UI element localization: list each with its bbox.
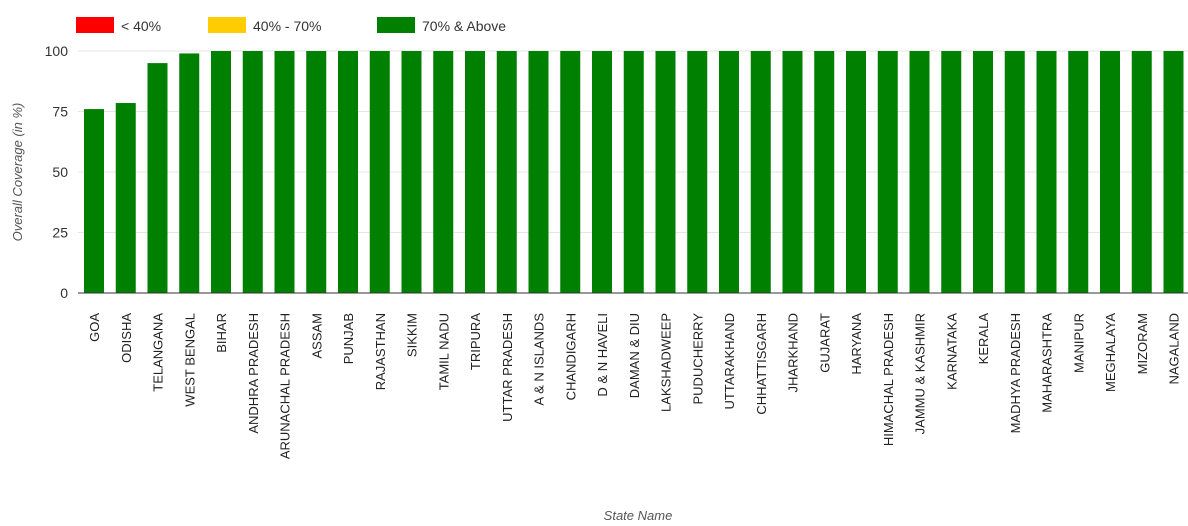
x-axis-title: State Name xyxy=(604,508,673,523)
bar[interactable] xyxy=(623,51,644,293)
x-tick-label: MADHYA PRADESH xyxy=(1008,313,1023,433)
x-tick-label: MAHARASHTRA xyxy=(1040,313,1055,413)
bar[interactable] xyxy=(973,51,993,293)
x-tick-label: MEGHALAYA xyxy=(1103,313,1118,392)
x-tick-label: KARNATAKA xyxy=(944,313,959,390)
bar[interactable] xyxy=(1163,51,1184,293)
x-tick-label: ASSAM xyxy=(309,313,324,359)
x-tick-label: BIHAR xyxy=(214,313,229,353)
bar[interactable] xyxy=(750,51,771,293)
x-tick-label: ANDHRA PRADESH xyxy=(246,313,261,434)
bar[interactable] xyxy=(941,51,962,293)
bar[interactable] xyxy=(1131,51,1152,293)
y-axis-ticks: 0 25 50 75 100 xyxy=(45,43,69,301)
x-tick-label: GOA xyxy=(87,313,102,342)
y-tick-label: 0 xyxy=(60,285,68,301)
x-tick-label: UTTAR PRADESH xyxy=(500,313,515,422)
bar[interactable] xyxy=(1036,51,1057,293)
bar[interactable] xyxy=(719,51,739,293)
bar[interactable] xyxy=(84,109,104,293)
x-tick-label: HIMACHAL PRADESH xyxy=(881,313,896,446)
x-tick-label: MIZORAM xyxy=(1135,313,1150,374)
legend-label[interactable]: < 40% xyxy=(121,18,161,34)
bar[interactable] xyxy=(814,51,835,293)
bar[interactable] xyxy=(782,51,803,293)
bar[interactable] xyxy=(1004,51,1025,293)
y-tick-label: 25 xyxy=(52,225,68,241)
bar[interactable] xyxy=(560,51,581,293)
x-tick-label: TRIPURA xyxy=(468,313,483,370)
legend-label[interactable]: 70% & Above xyxy=(422,18,506,34)
x-tick-label: UTTARAKHAND xyxy=(722,313,737,410)
legend: < 40% 40% - 70% 70% & Above xyxy=(76,17,506,34)
y-axis-title: Overall Coverage (in %) xyxy=(10,103,25,242)
bar[interactable] xyxy=(433,51,454,293)
bar[interactable] xyxy=(687,51,708,293)
x-tick-label: LAKSHADWEEP xyxy=(659,313,674,412)
bar[interactable] xyxy=(274,51,295,293)
bar[interactable] xyxy=(465,51,485,293)
x-tick-label: ODISHA xyxy=(119,313,134,363)
x-tick-label: RAJASTHAN xyxy=(373,313,388,390)
x-tick-label: TELANGANA xyxy=(151,313,166,392)
x-tick-label: HARYANA xyxy=(849,313,864,375)
x-tick-label: MANIPUR xyxy=(1071,313,1086,373)
bar[interactable] xyxy=(306,51,327,293)
x-tick-label: D & N HAVELI xyxy=(595,313,610,397)
bar[interactable] xyxy=(592,51,612,293)
bar[interactable] xyxy=(147,63,168,293)
legend-label[interactable]: 40% - 70% xyxy=(253,18,321,34)
bar[interactable] xyxy=(1068,51,1089,293)
bar[interactable] xyxy=(401,51,422,293)
x-tick-label: JHARKHAND xyxy=(786,313,801,392)
bar[interactable] xyxy=(242,51,263,293)
bar[interactable] xyxy=(369,51,390,293)
x-tick-label: PUNJAB xyxy=(341,313,356,364)
x-tick-label: GUJARAT xyxy=(817,313,832,373)
bar[interactable] xyxy=(528,51,549,293)
bar[interactable] xyxy=(496,51,517,293)
y-tick-label: 100 xyxy=(45,43,69,59)
x-tick-label: CHHATTISGARH xyxy=(754,313,769,415)
x-tick-label: CHANDIGARH xyxy=(563,313,578,400)
bar[interactable] xyxy=(877,51,898,293)
bar[interactable] xyxy=(909,51,930,293)
bar[interactable] xyxy=(115,103,136,293)
x-tick-label: SIKKIM xyxy=(405,313,420,357)
x-tick-label: A & N ISLANDS xyxy=(532,313,547,406)
legend-swatch[interactable] xyxy=(208,17,246,33)
bar[interactable] xyxy=(211,51,231,293)
legend-swatch[interactable] xyxy=(76,17,114,33)
bar[interactable] xyxy=(846,51,866,293)
x-tick-label: KERALA xyxy=(976,313,991,365)
x-tick-label: WEST BENGAL xyxy=(182,313,197,407)
x-tick-label: NAGALAND xyxy=(1167,313,1182,385)
bar[interactable] xyxy=(1100,51,1120,293)
bar[interactable] xyxy=(179,53,200,293)
legend-swatch[interactable] xyxy=(377,17,415,33)
y-tick-label: 50 xyxy=(52,164,68,180)
bar[interactable] xyxy=(655,51,676,293)
x-tick-label: DAMAN & DIU xyxy=(627,313,642,398)
bars xyxy=(84,51,1184,293)
x-tick-label: TAMIL NADU xyxy=(436,313,451,390)
x-tick-label: PUDUCHERRY xyxy=(690,313,705,405)
bar[interactable] xyxy=(338,51,358,293)
x-axis-category-labels: GOA ODISHA TELANGANA WEST BENGAL BIHAR ANDHRA… xyxy=(87,313,1182,460)
y-tick-label: 75 xyxy=(52,104,68,120)
x-tick-label: ARUNACHAL PRADESH xyxy=(278,313,293,459)
x-tick-label: JAMMU & KASHMIR xyxy=(913,313,928,434)
